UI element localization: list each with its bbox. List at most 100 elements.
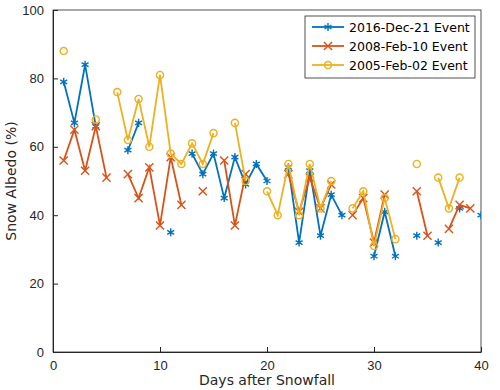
x-tick-mark: [160, 347, 161, 352]
series-marker: [81, 167, 89, 175]
series-marker: [338, 211, 345, 219]
series-marker: [102, 174, 110, 182]
series-marker: [263, 188, 270, 195]
series-marker: [199, 187, 207, 195]
series-marker: [114, 89, 121, 96]
series-marker: [392, 236, 399, 243]
y-tick: 100: [22, 3, 58, 18]
series-marker: [466, 204, 474, 212]
y-tick-mark: [53, 147, 58, 148]
series-marker: [370, 242, 377, 249]
series-marker: [199, 160, 206, 167]
series-line: [64, 126, 471, 242]
x-axis: 010203040: [50, 347, 489, 373]
series-marker: [71, 119, 78, 127]
series-marker: [445, 205, 452, 212]
series-marker: [210, 150, 217, 158]
series-marker: [360, 188, 367, 195]
series-marker: [177, 201, 185, 209]
plot-area: [60, 47, 481, 260]
y-tick: 40: [30, 208, 58, 223]
series-marker: [371, 252, 378, 260]
y-tick-label: 20: [30, 276, 44, 291]
x-tick-mark: [267, 347, 268, 352]
series-marker: [349, 205, 356, 212]
series-marker: [253, 160, 260, 168]
x-tick-mark: [374, 347, 375, 352]
y-tick-mark: [53, 215, 58, 216]
y-tick: 0: [37, 345, 58, 360]
series-marker: [317, 205, 324, 212]
series-marker: [392, 252, 399, 260]
series-marker: [478, 211, 481, 219]
y-axis: 0 20 40 60 80 100: [22, 3, 58, 360]
y-tick-label: 80: [30, 71, 44, 86]
series-marker: [156, 71, 163, 78]
series-marker: [413, 232, 420, 240]
series-marker: [60, 156, 68, 164]
x-axis-title: Days after Snowfall: [199, 372, 335, 388]
legend-line: [312, 64, 344, 66]
y-tick-mark: [53, 78, 58, 79]
series-marker: [124, 170, 132, 178]
series-marker: [189, 140, 196, 147]
legend-box: [305, 16, 475, 78]
plot-frame: [53, 10, 481, 352]
series-marker: [296, 239, 303, 247]
series-marker: [456, 201, 464, 209]
y-tick-label: 0: [37, 345, 44, 360]
y-tick-mark: [53, 10, 58, 11]
series-marker: [135, 95, 142, 102]
series-marker: [231, 119, 238, 126]
y-tick: 20: [30, 276, 58, 291]
y-tick-label: 100: [22, 3, 44, 18]
series-marker: [264, 177, 271, 185]
y-tick-mark: [53, 284, 58, 285]
x-tick-label: 30: [367, 358, 381, 373]
series-marker: [231, 221, 239, 229]
x-axis-line: [54, 352, 482, 353]
y-tick-label: 40: [30, 208, 44, 223]
y-tick: 80: [30, 71, 58, 86]
series-marker: [199, 170, 206, 178]
series-marker: [60, 47, 67, 54]
series-marker: [274, 212, 281, 219]
series-marker: [317, 232, 324, 240]
series-marker: [210, 130, 217, 137]
series-marker: [221, 194, 228, 202]
legend-label: 2016-Dec-21 Event: [349, 20, 470, 35]
series-marker: [146, 143, 153, 150]
legend-marker: [324, 61, 331, 68]
series-marker: [231, 153, 238, 161]
series-marker: [435, 174, 442, 181]
series-marker: [381, 195, 388, 202]
series-marker: [178, 160, 185, 167]
x-tick: 30: [367, 347, 381, 373]
series-marker: [413, 187, 421, 195]
series-marker: [242, 177, 249, 184]
legend-label: 2005-Feb-02 Event: [349, 58, 468, 73]
series-marker: [82, 61, 89, 69]
x-tick: 10: [153, 347, 167, 373]
series-line: [64, 65, 481, 257]
series-marker: [413, 160, 420, 167]
series-marker: [189, 150, 196, 158]
series-marker: [423, 232, 431, 240]
series-marker: [445, 225, 453, 233]
series-marker: [156, 221, 164, 229]
x-tick-label: 20: [260, 358, 274, 373]
series-marker: [124, 146, 131, 154]
series-marker: [285, 160, 292, 167]
series-marker: [328, 177, 335, 184]
series-marker: [60, 78, 67, 86]
x-tick-mark: [481, 347, 482, 352]
legend-marker: [325, 23, 332, 31]
series-marker: [145, 163, 153, 171]
series-marker: [167, 150, 174, 157]
x-tick-label: 40: [474, 358, 488, 373]
legend-marker: [324, 42, 332, 50]
series-line: [64, 51, 460, 246]
series-marker: [135, 119, 142, 127]
y-tick-label: 60: [30, 139, 44, 154]
series-marker: [296, 212, 303, 219]
